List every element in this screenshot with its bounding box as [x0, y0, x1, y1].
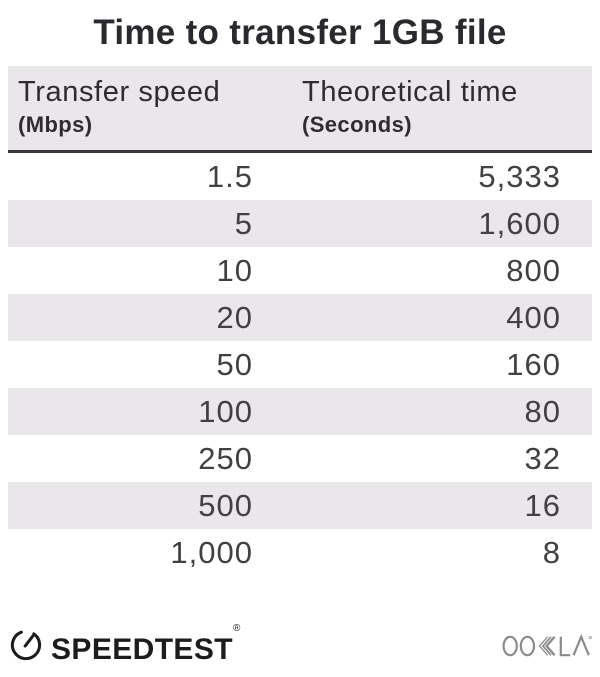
cell-time: 800: [506, 253, 561, 288]
cell-time: 160: [506, 347, 561, 382]
cell-time: 5,333: [478, 159, 561, 194]
table-row: 20 400: [8, 294, 592, 341]
table-header-row: Transfer speed (Mbps) Theoretical time (…: [8, 66, 592, 153]
speedtest-wordmark: SPEEDTEST®: [51, 623, 240, 667]
cell-speed: 5: [234, 206, 253, 241]
speedtest-gauge-icon: [10, 630, 42, 661]
speedtest-label: SPEEDTEST: [51, 633, 233, 666]
ookla-brand: OOKLA: [502, 633, 592, 658]
cell-time: 80: [524, 394, 561, 429]
column-header-speed-label: Transfer speed: [18, 76, 221, 108]
table-body: 1.5 5,333 5 1,600 10 800 20 400 50 160 1…: [8, 153, 592, 576]
table-row: 500 16: [8, 482, 592, 529]
cell-speed: 100: [198, 394, 253, 429]
cell-speed: 1,000: [170, 535, 253, 570]
cell-speed: 20: [216, 300, 253, 335]
table-row: 100 80: [8, 388, 592, 435]
cell-time: 8: [542, 535, 561, 570]
cell-speed: 50: [216, 347, 253, 382]
ookla-logo: [502, 633, 592, 656]
registered-mark: ®: [232, 623, 241, 634]
cell-speed: 1.5: [206, 159, 253, 194]
column-header-time-label: Theoretical time: [302, 76, 518, 108]
table-row: 50 160: [8, 341, 592, 388]
cell-time: 16: [524, 488, 561, 523]
column-header-speed-unit: (Mbps): [18, 112, 93, 137]
cell-time: 400: [506, 300, 561, 335]
table-row: 1,000 8: [8, 529, 592, 576]
column-header-speed: Transfer speed (Mbps): [8, 76, 302, 138]
cell-time: 32: [524, 441, 561, 476]
table-row: 10 800: [8, 247, 592, 294]
table-row: 1.5 5,333: [8, 153, 592, 200]
cell-speed: 10: [216, 253, 253, 288]
transfer-time-table: Transfer speed (Mbps) Theoretical time (…: [8, 66, 592, 576]
table-row: 5 1,600: [8, 200, 592, 247]
page-title: Time to transfer 1GB file: [93, 13, 507, 52]
cell-time: 1,600: [478, 206, 561, 241]
column-header-time-unit: (Seconds): [302, 112, 412, 137]
column-header-time: Theoretical time (Seconds): [302, 76, 592, 138]
footer: SPEEDTEST® OOKLA: [0, 622, 600, 668]
table-row: 250 32: [8, 435, 592, 482]
cell-speed: 500: [198, 488, 253, 523]
cell-speed: 250: [198, 441, 253, 476]
speedtest-brand: SPEEDTEST®: [9, 623, 240, 667]
